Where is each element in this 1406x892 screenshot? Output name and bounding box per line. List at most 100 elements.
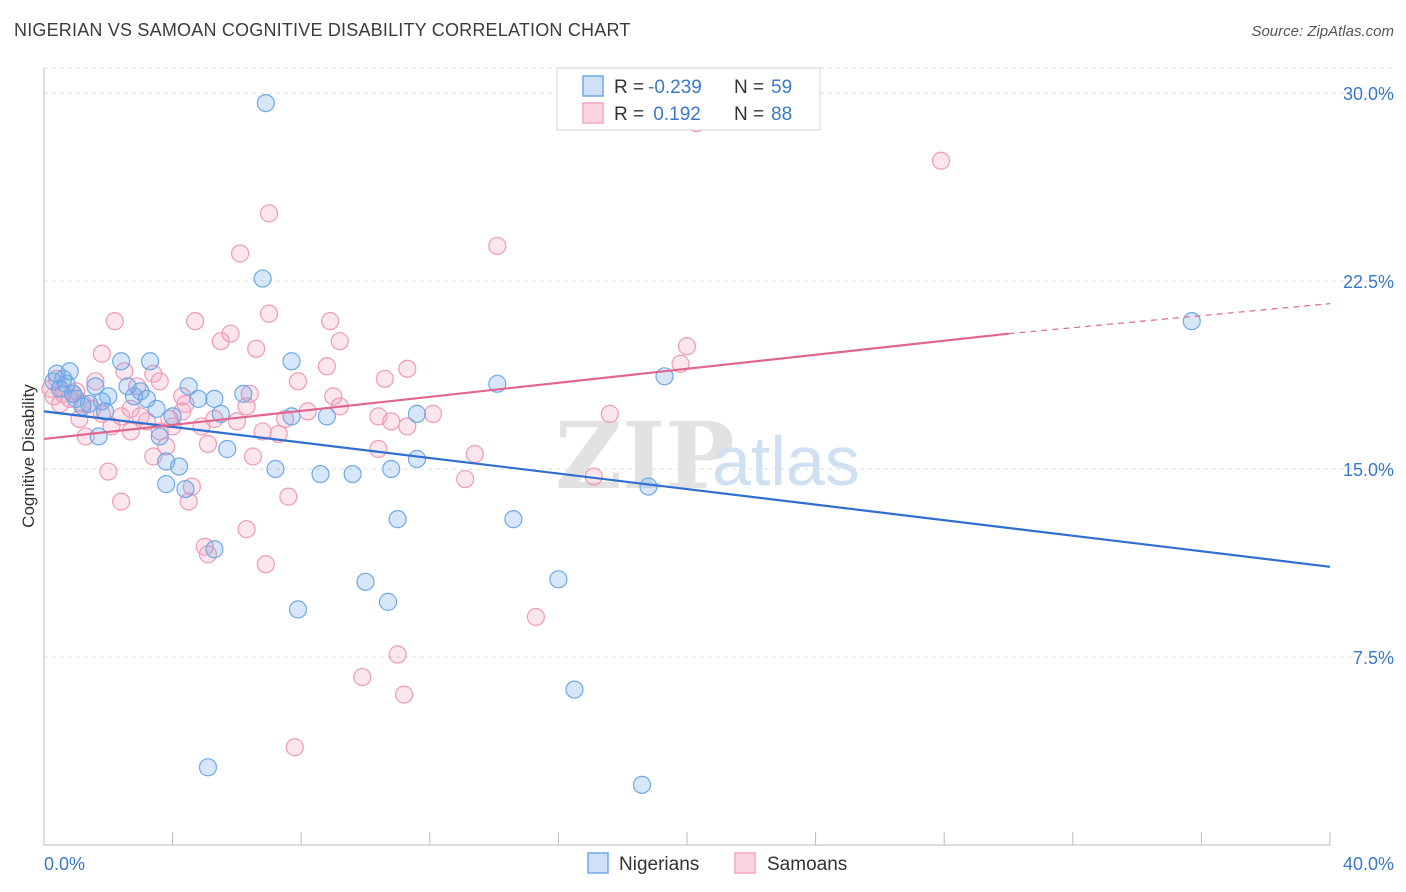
samoan-point: [375, 369, 394, 388]
x-ticks: [43, 832, 1331, 845]
samoan-point: [150, 372, 169, 391]
series-legend: Nigerians Samoans: [587, 852, 847, 875]
samoan-point: [227, 412, 246, 431]
samoan-point: [465, 444, 484, 464]
nigerian-point: [549, 570, 568, 589]
y-tick-label: 30.0%: [1343, 84, 1394, 104]
y-tick-label: 15.0%: [1343, 460, 1394, 480]
samoan-point: [398, 417, 417, 436]
nigerian-point: [407, 449, 427, 469]
samoan-point: [186, 312, 205, 331]
samoans-swatch: [582, 102, 604, 124]
samoans-trendline: [43, 332, 1009, 441]
nigerian-point: [147, 399, 166, 418]
y-tick-label: 7.5%: [1353, 648, 1394, 668]
samoan-point: [285, 738, 304, 757]
nigerian-point: [407, 404, 427, 423]
samoan-point: [321, 312, 340, 331]
nigerian-point: [282, 352, 301, 371]
samoan-point: [369, 439, 388, 459]
samoan-point: [488, 236, 507, 256]
legend-samoans-swatch[interactable]: [734, 852, 756, 874]
samoan-point: [211, 332, 230, 351]
nigerian-point: [63, 384, 83, 403]
nigerian-point: [317, 407, 337, 426]
samoan-point: [394, 685, 414, 704]
samoan-point: [198, 434, 218, 454]
nigerian-point: [266, 459, 285, 479]
y-tick-labels: 7.5% 15.0% 22.5% 30.0%: [1343, 84, 1394, 668]
nigerians-r-value: -0.239: [648, 77, 702, 98]
nigerian-point: [89, 427, 108, 446]
source-label: Source: ZipAtlas.com: [1251, 23, 1394, 40]
legend-nigerians-label[interactable]: Nigerians: [619, 854, 699, 875]
nigerian-point: [86, 377, 105, 396]
x-tick-label-max: 40.0%: [1343, 854, 1394, 874]
nigerian-point: [176, 479, 195, 499]
trendlines: [43, 303, 1331, 568]
nigerian-point: [60, 362, 79, 381]
samoan-point: [288, 372, 308, 391]
nigerian-point: [150, 427, 169, 446]
samoan-point: [330, 332, 349, 351]
watermark-atlas: atlas: [712, 422, 860, 500]
nigerian-point: [179, 377, 198, 396]
samoan-point: [388, 645, 407, 664]
nigerian-point: [205, 389, 224, 408]
nigerian-point: [504, 510, 523, 529]
samoan-point: [456, 469, 475, 489]
nigerian-point: [1182, 312, 1201, 331]
samoan-point: [423, 404, 443, 423]
samoan-point: [677, 337, 697, 356]
nigerian-point: [288, 600, 308, 619]
nigerian-point: [253, 269, 272, 288]
nigerian-point: [565, 680, 584, 699]
nigerian-point: [311, 464, 330, 484]
samoan-point: [259, 204, 279, 223]
samoan-point: [157, 437, 176, 456]
samoan-point: [115, 362, 134, 381]
y-tick-label: 22.5%: [1343, 272, 1394, 292]
nigerian-point: [112, 352, 131, 371]
nigerian-point: [54, 369, 73, 388]
chart-title: NIGERIAN VS SAMOAN COGNITIVE DISABILITY …: [14, 20, 631, 40]
nigerian-point: [356, 572, 375, 591]
samoan-point: [324, 387, 343, 406]
legend-samoans-label[interactable]: Samoans: [767, 854, 847, 875]
nigerians-n-value: 59: [771, 77, 792, 98]
samoan-point: [86, 372, 105, 391]
samoan-point: [121, 422, 140, 441]
nigerian-point: [99, 387, 118, 406]
nigerian-point: [218, 439, 237, 459]
nigerian-point: [378, 592, 398, 611]
samoans-r-value: 0.192: [648, 104, 701, 125]
nigerian-point: [157, 474, 176, 494]
nigerian-point: [169, 457, 189, 476]
nigerian-point: [205, 540, 224, 559]
samoan-point: [247, 339, 266, 358]
samoan-point: [221, 324, 240, 343]
nigerians-trendline: [43, 410, 1331, 568]
nigerian-point: [140, 352, 160, 371]
nigerian-point: [198, 758, 218, 777]
samoans-r-label: R =: [614, 104, 644, 125]
nigerians-points: [44, 93, 1201, 794]
samoan-point: [105, 312, 124, 331]
gridlines: [44, 67, 1394, 658]
samoan-point: [76, 427, 95, 446]
samoan-point: [112, 492, 131, 511]
nigerian-point: [388, 510, 407, 529]
nigerian-point: [124, 387, 144, 406]
legend-nigerians-swatch[interactable]: [587, 852, 609, 874]
nigerian-point: [95, 402, 115, 421]
samoans-n-label: N =: [734, 104, 764, 125]
nigerian-point: [256, 93, 275, 113]
samoan-point: [382, 412, 401, 431]
watermark: ZIP atlas: [555, 402, 860, 510]
samoan-point: [259, 304, 279, 323]
samoan-point: [256, 555, 275, 574]
correlation-legend: R = -0.239 N = 59 R = 0.192 N = 88: [556, 67, 821, 131]
samoan-point: [231, 244, 250, 263]
nigerians-n-label: N =: [734, 77, 764, 98]
